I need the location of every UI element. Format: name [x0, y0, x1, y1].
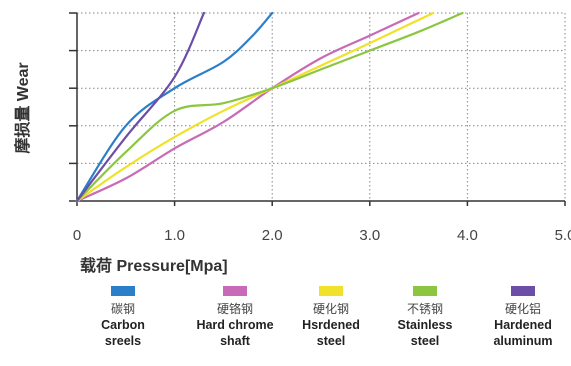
legend-label-en: sreels	[104, 334, 142, 348]
x-tick-label: 3.0	[359, 227, 380, 244]
x-tick-label: 0	[73, 227, 81, 244]
legend-label-en: Stainless	[397, 318, 453, 332]
series-line-2	[75, 11, 435, 203]
series-line-1	[75, 11, 420, 203]
series-line-3	[75, 11, 464, 203]
series-line-4	[75, 11, 205, 203]
x-tick-label: 1.0	[164, 227, 185, 244]
legend-label-cn: 硬铬钢	[216, 302, 253, 316]
legend-swatch	[413, 286, 437, 296]
legend-label-cn: 不锈钢	[406, 302, 443, 316]
legend-label-en: shaft	[220, 334, 250, 348]
legend-item-2: 硬化钢 Hsrdened steel	[276, 286, 386, 349]
legend-item-1: 硬铬钢 Hard chrome shaft	[180, 286, 290, 349]
legend-item-0: 碳钢 Carbon sreels	[68, 286, 178, 349]
legend-swatch	[223, 286, 247, 296]
legend-label-en: aluminum	[493, 334, 553, 348]
legend: 碳钢 Carbon sreels 硬铬钢 Hard chrome shaft 硬化钢 Hsrd…	[80, 286, 570, 366]
legend-swatch	[319, 286, 343, 296]
legend-label-en: Hsrdened	[302, 318, 360, 332]
grid-lines	[77, 12, 566, 201]
legend-label-en: Carbon	[101, 318, 145, 332]
legend-label-en: Hardened	[494, 318, 552, 332]
axes	[69, 12, 566, 206]
x-tick-labels: 0 1.0 2.0 3.0 4.0 5.0	[73, 227, 571, 244]
wear-chart: 0 1.0 2.0 3.0 4.0 5.0 摩损量 Wear 载荷 Pressure[Mp…	[13, 11, 571, 275]
legend-swatch	[511, 286, 535, 296]
legend-item-4: 硬化铝 Hardened aluminum	[468, 286, 571, 349]
y-axis-label: 摩损量 Wear	[13, 62, 32, 153]
x-tick-label: 5.0	[555, 227, 571, 244]
legend-label-en: steel	[410, 334, 440, 348]
legend-label-cn: 硬化钢	[312, 302, 349, 316]
series-lines	[75, 11, 464, 203]
legend-swatch	[111, 286, 135, 296]
legend-label-cn: 硬化铝	[504, 302, 541, 316]
x-tick-label: 2.0	[262, 227, 283, 244]
series-line-0	[75, 11, 274, 203]
legend-label-en: Hard chrome	[196, 318, 274, 332]
x-tick-label: 4.0	[457, 227, 478, 244]
x-axis-label: 载荷 Pressure[Mpa]	[80, 257, 228, 275]
legend-item-3: 不锈钢 Stainless steel	[370, 286, 480, 349]
legend-label-cn: 碳钢	[110, 302, 135, 316]
legend-label-en: steel	[316, 334, 346, 348]
